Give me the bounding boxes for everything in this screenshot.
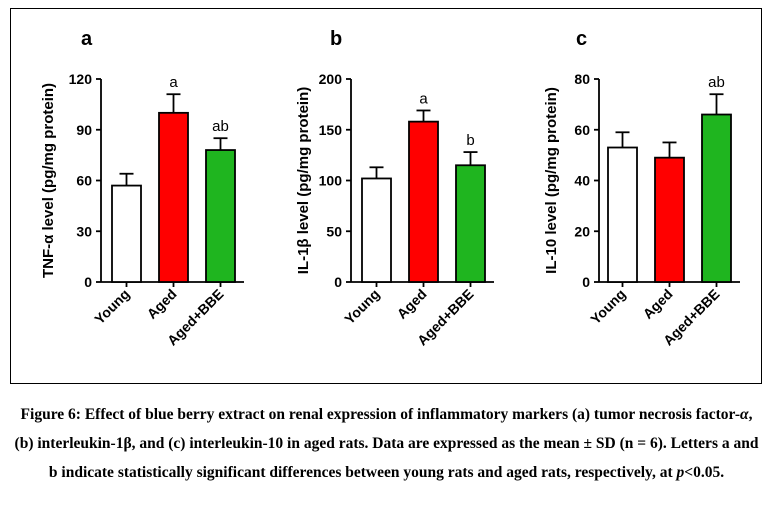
bar-b-0 xyxy=(361,177,392,283)
y-tick-label-b: 150 xyxy=(319,122,343,138)
y-tick-label-c: 0 xyxy=(582,274,590,290)
x-tick-label-c: Young xyxy=(587,286,628,327)
significance-label-c-2: ab xyxy=(708,74,725,91)
caption-part-2: , (b) interleukin-1β, and (c) interleuki… xyxy=(14,406,759,481)
bar-c-0 xyxy=(607,146,638,283)
y-axis-label-b: IL-1β level (pg/mg protein) xyxy=(295,87,312,275)
y-tick-label-a: 120 xyxy=(69,71,93,87)
y-tick-label-a: 30 xyxy=(76,223,92,239)
x-tick-label-b: Young xyxy=(341,286,382,327)
significance-label-b-1: a xyxy=(419,90,428,107)
significance-label-b-2: b xyxy=(466,132,474,149)
figure-caption: Figure 6: Effect of blue berry extract o… xyxy=(14,400,759,487)
bar-a-2 xyxy=(205,149,236,283)
x-tick-label-a: Aged xyxy=(144,286,180,322)
caption-alpha: α xyxy=(739,406,749,423)
figure-frame: a 0 30 60 90 120 TNF-α level (pg/mg protein) Yo… xyxy=(10,8,762,384)
y-tick-label-b: 0 xyxy=(334,274,342,290)
caption-part-1: Figure 6: Effect of blue berry extract o… xyxy=(20,406,740,423)
figure-panels: a 0 30 60 90 120 TNF-α level (pg/mg protein) Yo… xyxy=(40,28,740,349)
y-tick-label-b: 100 xyxy=(319,173,343,189)
significance-label-a-2: ab xyxy=(212,118,229,135)
y-tick-label-c: 80 xyxy=(574,71,590,87)
caption-p: p xyxy=(676,464,685,481)
panel-letter-c: c xyxy=(576,28,587,50)
caption-part-3: <0.05. xyxy=(684,464,725,481)
x-tick-label-a: Young xyxy=(91,286,132,327)
y-axis-label-a: TNF-α level (pg/mg protein) xyxy=(40,83,57,278)
bar-c-2 xyxy=(701,113,732,283)
significance-label-a-1: a xyxy=(169,74,178,91)
x-tick-label-c: Aged xyxy=(640,286,676,322)
y-tick-label-b: 50 xyxy=(326,223,342,239)
y-tick-label-c: 40 xyxy=(574,173,590,189)
y-tick-label-a: 0 xyxy=(84,274,92,290)
panel-letter-a: a xyxy=(81,28,93,50)
y-tick-label-a: 60 xyxy=(76,173,92,189)
bar-c-1 xyxy=(654,156,685,283)
bar-a-1 xyxy=(158,111,189,283)
y-axis-label-c: IL-10 level (pg/mg protein) xyxy=(543,87,560,274)
bar-a-0 xyxy=(111,184,142,283)
panel-letter-b: b xyxy=(330,28,342,50)
bar-b-2 xyxy=(455,164,486,283)
y-tick-label-b: 200 xyxy=(319,71,343,87)
y-tick-label-c: 60 xyxy=(574,122,590,138)
bar-b-1 xyxy=(408,120,439,283)
y-tick-label-a: 90 xyxy=(76,122,92,138)
y-tick-label-c: 20 xyxy=(574,223,590,239)
x-tick-label-b: Aged xyxy=(394,286,430,322)
